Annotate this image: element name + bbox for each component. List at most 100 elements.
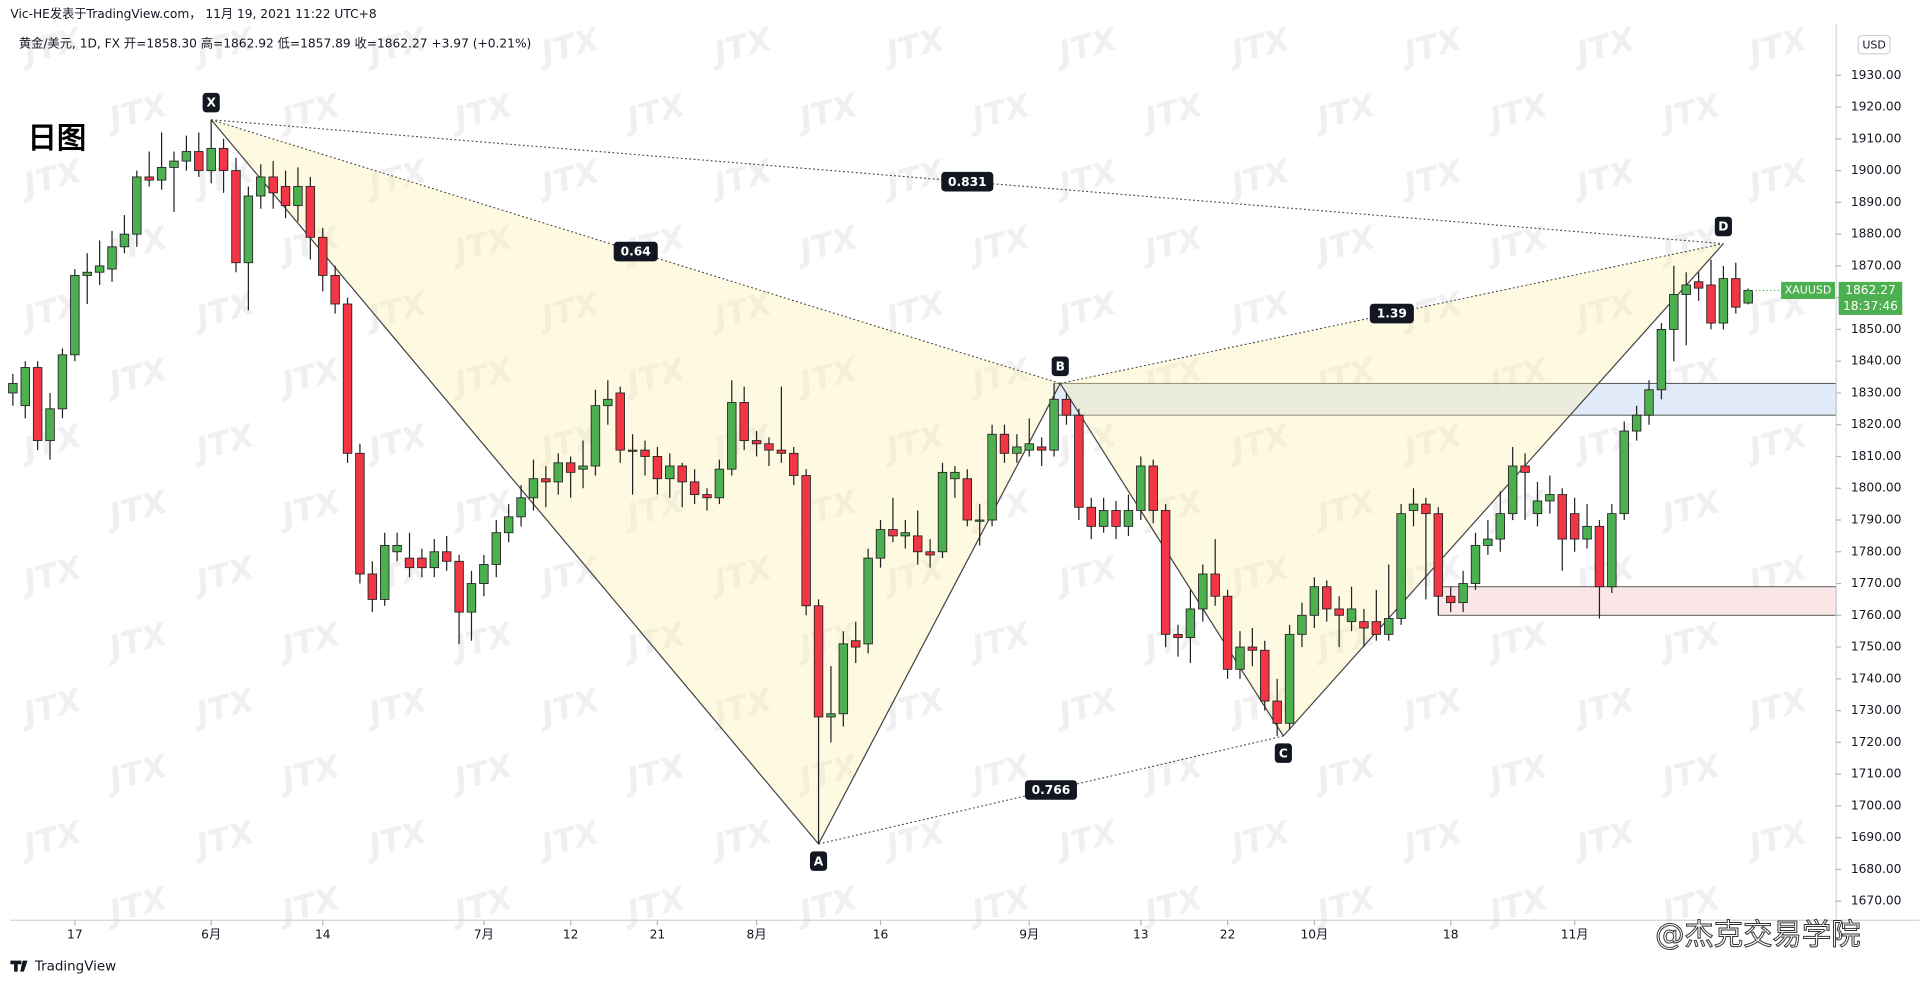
candle-body <box>1160 510 1171 635</box>
y-tick-label: 1750.00 <box>1851 640 1902 654</box>
candle-body <box>1123 510 1134 527</box>
point-label: A <box>814 854 824 868</box>
candle-body <box>218 147 229 172</box>
point-label: X <box>206 96 216 110</box>
candle-body <box>169 160 179 168</box>
candle-body <box>677 465 687 483</box>
chart-title: 日图 <box>28 121 87 155</box>
y-tick-label: 1850.00 <box>1851 322 1902 336</box>
y-tick-label: 1670.00 <box>1851 894 1902 908</box>
candle-body <box>1235 646 1245 670</box>
legend: 黄金/美元, 1D, FX 开=1858.30 高=1862.92 低=1857… <box>19 36 531 51</box>
candle-body <box>764 443 774 451</box>
candle-body <box>1718 278 1729 324</box>
candle-body <box>1024 443 1034 451</box>
point-label-box <box>1051 356 1069 377</box>
x-tick-label: 8月 <box>747 927 767 941</box>
y-tick-label: 1910.00 <box>1851 131 1902 145</box>
x-tick-label: 10月 <box>1300 927 1328 941</box>
candle-body <box>640 449 650 457</box>
y-tick-label: 1810.00 <box>1851 449 1902 463</box>
candle-body <box>1545 494 1555 502</box>
x-tick-label: 22 <box>1220 927 1236 941</box>
pattern-leg <box>818 383 1061 845</box>
candle-body <box>875 529 886 559</box>
candle-body <box>268 176 278 194</box>
candle-body <box>156 166 167 181</box>
zone <box>1053 382 1837 416</box>
candle-body <box>1445 595 1456 604</box>
y-tick-label: 1840.00 <box>1851 354 1902 368</box>
symbol-label: XAUUSD <box>1785 283 1832 296</box>
candle-body <box>1644 389 1654 416</box>
candle-body <box>603 398 613 407</box>
candle-body <box>107 246 117 270</box>
candle-body <box>987 433 997 521</box>
candle-body <box>888 529 898 537</box>
candle-body <box>900 532 911 537</box>
candle-body <box>1384 618 1394 635</box>
x-tick-label: 7月 <box>474 927 494 941</box>
y-tick-label: 1900.00 <box>1851 163 1902 177</box>
ratio-label: 0.64 <box>621 245 651 259</box>
point-label: B <box>1056 359 1065 373</box>
credit: @杰克交易学院 <box>1655 918 1861 952</box>
plot: X A B C D 0.64 0.831 1.39 0.766 <box>8 92 1837 871</box>
x-tick-label: 6月 <box>201 927 221 941</box>
y-tick-label: 1770.00 <box>1851 576 1902 590</box>
candle-body <box>1656 328 1667 391</box>
candle-body <box>503 516 514 534</box>
candle-body <box>1260 649 1270 702</box>
currency-box[interactable] <box>1857 34 1891 55</box>
footer-logo <box>10 960 28 972</box>
candle-body <box>739 402 749 442</box>
candle-body <box>1731 278 1741 308</box>
point-label-box <box>202 92 220 113</box>
candle-body <box>392 544 402 553</box>
candle-body <box>627 449 638 452</box>
candle-body <box>541 478 551 483</box>
point-label: D <box>1718 220 1728 234</box>
point-label-box <box>809 851 828 871</box>
candle-body <box>1631 414 1642 432</box>
ratio-label-box <box>1369 303 1414 324</box>
point-label-box <box>1714 216 1732 237</box>
candle-body <box>1483 538 1493 546</box>
candle-body <box>863 557 873 645</box>
price-tag <box>1838 281 1903 315</box>
candle-body <box>1049 398 1059 451</box>
candle-body <box>1222 595 1233 670</box>
y-tick-label: 1730.00 <box>1851 703 1902 717</box>
candle-body <box>181 151 192 162</box>
candle-body <box>714 468 725 499</box>
ratio-label-box <box>613 241 658 262</box>
candle-body <box>727 402 737 470</box>
candle-body <box>355 452 365 575</box>
candle-body <box>652 456 663 480</box>
candle-body <box>826 713 836 718</box>
candle-body <box>293 186 303 206</box>
candle-body <box>119 233 130 248</box>
x-tick-label: 16 <box>873 927 889 941</box>
candle-body <box>1061 398 1072 416</box>
candle-body <box>1408 503 1419 511</box>
candle-body <box>194 151 204 172</box>
candle-body <box>1681 284 1691 295</box>
candle-body <box>689 481 700 496</box>
candle-body <box>466 583 477 613</box>
candle-body <box>1247 646 1258 651</box>
candle-body <box>751 440 762 445</box>
candle-body <box>962 478 973 521</box>
candle-body <box>1185 608 1196 638</box>
candle-body <box>789 452 799 476</box>
candle-body <box>305 186 316 238</box>
x-tick-label: 13 <box>1133 927 1149 941</box>
candle-body <box>1470 544 1481 584</box>
candle-body <box>1036 446 1047 451</box>
candle-body <box>1557 494 1567 540</box>
candle-body <box>1346 608 1357 623</box>
y-tick-label: 1800.00 <box>1851 481 1902 495</box>
candle-body <box>1532 500 1543 515</box>
candle-body <box>1098 510 1109 527</box>
candle-body <box>1012 446 1022 454</box>
